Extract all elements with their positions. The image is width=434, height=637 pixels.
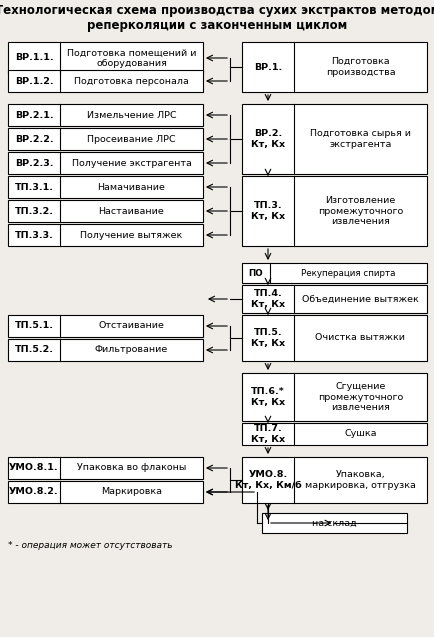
Text: Подготовка помещений и
оборудования: Подготовка помещений и оборудования xyxy=(66,48,196,68)
Text: ВР.1.2.: ВР.1.2. xyxy=(15,76,53,85)
Text: Подготовка персонала: Подготовка персонала xyxy=(74,76,188,85)
Text: Технологическая схема производства сухих экстрактов методом
реперколяции с закон: Технологическая схема производства сухих… xyxy=(0,4,434,32)
Bar xyxy=(241,263,426,283)
Text: Очистка вытяжки: Очистка вытяжки xyxy=(315,334,404,343)
Text: на склад: на склад xyxy=(312,519,356,527)
Bar xyxy=(8,104,203,126)
Bar xyxy=(261,513,406,533)
Bar xyxy=(241,457,426,503)
Text: ТП.4.
Кт, Кх: ТП.4. Кт, Кх xyxy=(250,289,284,309)
Bar xyxy=(241,315,426,361)
Text: Упаковка,
маркировка, отгрузка: Упаковка, маркировка, отгрузка xyxy=(304,470,415,490)
Text: Рекуперация спирта: Рекуперация спирта xyxy=(301,269,395,278)
Text: УМО.8.
Кт, Кх, Км/б: УМО.8. Кт, Кх, Км/б xyxy=(234,470,301,490)
Text: ВР.2.1.: ВР.2.1. xyxy=(15,110,53,120)
Text: Сгущение
промежуточного
извлечения: Сгущение промежуточного извлечения xyxy=(317,382,402,412)
Text: Просеивание ЛРС: Просеивание ЛРС xyxy=(87,134,175,143)
Text: Фильтрование: Фильтрование xyxy=(95,345,168,355)
Text: ТП.5.2.: ТП.5.2. xyxy=(14,345,53,355)
Text: Намачивание: Намачивание xyxy=(97,182,165,192)
Text: ТП.3.2.: ТП.3.2. xyxy=(14,206,53,215)
Bar xyxy=(241,104,426,174)
Text: Подготовка
производства: Подготовка производства xyxy=(325,57,395,76)
Bar xyxy=(8,42,203,74)
Bar xyxy=(241,42,426,92)
Text: ТП.3.3.: ТП.3.3. xyxy=(14,231,53,240)
Bar xyxy=(8,176,203,198)
Bar xyxy=(8,128,203,150)
Bar xyxy=(241,423,426,445)
Text: ТП.5.
Кт, Кх: ТП.5. Кт, Кх xyxy=(250,328,284,348)
Text: ВР.1.1.: ВР.1.1. xyxy=(15,54,53,62)
Text: Настаивание: Настаивание xyxy=(99,206,164,215)
Text: Получение экстрагента: Получение экстрагента xyxy=(72,159,191,168)
Text: * - операция может отсутствовать: * - операция может отсутствовать xyxy=(8,541,172,550)
Text: Измельчение ЛРС: Измельчение ЛРС xyxy=(86,110,176,120)
Bar xyxy=(8,315,203,337)
Text: Объединение вытяжек: Объединение вытяжек xyxy=(302,294,418,303)
Text: ТП.7.
Кт, Кх: ТП.7. Кт, Кх xyxy=(250,424,284,444)
Bar xyxy=(241,285,426,313)
Bar xyxy=(241,176,426,246)
Bar xyxy=(8,224,203,246)
Bar xyxy=(8,457,203,479)
Text: Отстаивание: Отстаивание xyxy=(99,322,164,331)
Bar xyxy=(8,152,203,174)
Text: Сушка: Сушка xyxy=(343,429,376,438)
Text: ВР.1.: ВР.1. xyxy=(253,62,282,71)
Bar xyxy=(8,70,203,92)
Bar xyxy=(8,481,203,503)
Text: ВР.2.2.: ВР.2.2. xyxy=(15,134,53,143)
Text: ТП.3.
Кт, Кх: ТП.3. Кт, Кх xyxy=(250,201,284,220)
Text: Упаковка во флаконы: Упаковка во флаконы xyxy=(77,464,186,473)
Bar xyxy=(8,200,203,222)
Text: ТП.5.1.: ТП.5.1. xyxy=(14,322,53,331)
Text: ВР.2.3.: ВР.2.3. xyxy=(15,159,53,168)
Bar xyxy=(8,339,203,361)
Text: УМО.8.2.: УМО.8.2. xyxy=(9,487,59,496)
Text: Изготовление
промежуточного
извлечения: Изготовление промежуточного извлечения xyxy=(317,196,402,226)
Bar xyxy=(241,373,426,421)
Text: ТП.3.1.: ТП.3.1. xyxy=(14,182,53,192)
Text: ПО: ПО xyxy=(248,269,263,278)
Text: ВР.2.
Кт, Кх: ВР.2. Кт, Кх xyxy=(250,129,284,148)
Text: Подготовка сырья и
экстрагента: Подготовка сырья и экстрагента xyxy=(309,129,410,148)
Text: УМО.8.1.: УМО.8.1. xyxy=(9,464,59,473)
Text: Получение вытяжек: Получение вытяжек xyxy=(80,231,182,240)
Text: Маркировка: Маркировка xyxy=(101,487,161,496)
Text: ТП.6.*
Кт, Кх: ТП.6.* Кт, Кх xyxy=(250,387,284,406)
